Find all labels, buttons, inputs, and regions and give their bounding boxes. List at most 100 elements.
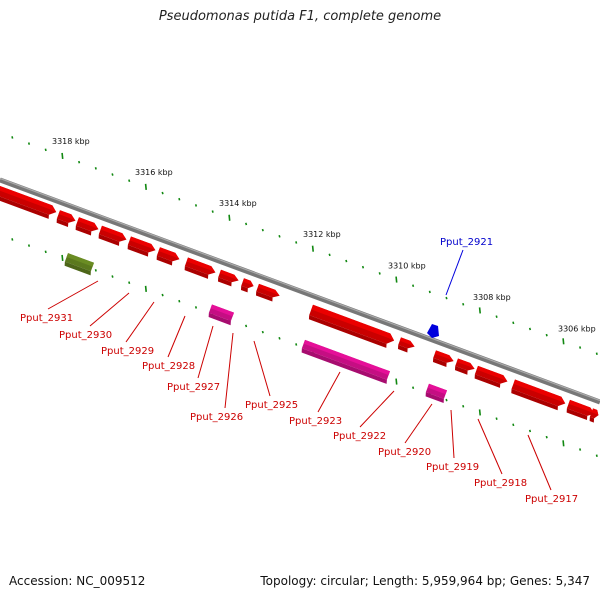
gene-feature[interactable] <box>183 257 217 281</box>
gene-label-pput_2929[interactable]: Pput_2929 <box>101 346 154 357</box>
accession-text: Accession: NC_009512 <box>9 574 146 588</box>
gene-feature[interactable] <box>473 365 509 390</box>
pseudogene-feature[interactable] <box>63 253 95 276</box>
rna-feature[interactable] <box>300 339 391 384</box>
scale-label: 3306 kbp <box>558 324 596 333</box>
leader-line <box>317 371 341 413</box>
gene-label-pput_2926[interactable]: Pput_2926 <box>190 412 243 423</box>
genome-backbone <box>0 177 600 405</box>
scale-tick <box>528 327 532 331</box>
gene-feature[interactable] <box>432 350 455 368</box>
scale-tick <box>378 272 381 275</box>
map-title: Pseudomonas putida F1, complete genome <box>158 9 442 24</box>
scale-tick <box>478 409 481 416</box>
scale-tick <box>27 244 31 247</box>
gene-features <box>0 186 600 423</box>
scale-tick <box>245 222 248 226</box>
gene-label-pput_2917[interactable]: Pput_2917 <box>525 494 578 505</box>
gene-label-pput_2928[interactable]: Pput_2928 <box>142 361 195 372</box>
scale-tick <box>595 352 598 356</box>
scale-tick <box>27 142 31 145</box>
leader-line <box>359 390 395 428</box>
scale-tick <box>78 160 81 164</box>
scale-tick <box>128 179 131 183</box>
gene-feature[interactable] <box>397 337 416 354</box>
scale-tick <box>395 378 398 385</box>
gene-feature[interactable] <box>588 408 600 423</box>
scale-tick <box>144 285 147 292</box>
scale-tick <box>512 321 515 325</box>
scale-tick <box>428 290 431 294</box>
scale-tick <box>512 423 515 427</box>
gene-feature[interactable] <box>240 278 255 293</box>
scale-tick <box>194 204 198 207</box>
scale-tick <box>345 259 348 263</box>
scale-tick <box>94 269 97 272</box>
scale-tick <box>61 254 64 262</box>
gene-feature[interactable] <box>126 236 157 258</box>
scale-tick <box>128 281 131 285</box>
scale-tick <box>395 276 398 283</box>
scale-tick <box>111 173 114 176</box>
leader-line <box>445 249 464 296</box>
scale-tick <box>11 238 14 241</box>
rna-feature[interactable] <box>424 383 448 403</box>
leader-line <box>527 434 552 491</box>
scale-label: 3316 kbp <box>135 168 173 177</box>
gene-label-pput_2930[interactable]: Pput_2930 <box>59 330 112 341</box>
outer-scale-ticks <box>11 136 598 356</box>
gene-label-pput_2925[interactable]: Pput_2925 <box>245 400 298 411</box>
scale-tick <box>44 148 47 152</box>
gene-feature[interactable] <box>565 399 596 422</box>
gene-feature[interactable] <box>217 269 240 288</box>
scale-tick <box>545 435 548 439</box>
backbone-line <box>0 177 600 405</box>
leader-line <box>47 280 99 310</box>
leader-line <box>404 403 433 444</box>
gene-feature[interactable] <box>155 247 181 267</box>
gene-feature[interactable] <box>55 210 77 228</box>
gene-label-pput_2919[interactable]: Pput_2919 <box>426 462 479 473</box>
highlighted-gene-feature[interactable] <box>427 324 439 338</box>
scale-tick <box>194 306 198 309</box>
gene-feature[interactable] <box>510 379 567 412</box>
scale-tick <box>261 228 264 232</box>
scale-tick <box>495 315 498 318</box>
gene-label-pput_2931[interactable]: Pput_2931 <box>20 313 73 324</box>
scale-tick <box>261 330 264 334</box>
scale-label: 3310 kbp <box>388 262 426 271</box>
gene-labels: Pput_2931 Pput_2930 Pput_2929 Pput_2928 Pput… <box>20 237 578 505</box>
gene-feature[interactable] <box>255 283 281 303</box>
scale-tick <box>361 265 365 269</box>
gene-feature[interactable] <box>0 186 58 221</box>
gene-feature[interactable] <box>74 217 100 237</box>
scale-tick <box>111 275 114 278</box>
scale-tick <box>161 293 164 297</box>
scale-tick <box>278 336 281 340</box>
gene-feature[interactable] <box>97 225 128 248</box>
gene-label-pput_2927[interactable]: Pput_2927 <box>167 382 220 393</box>
scale-tick <box>295 241 298 244</box>
gene-label-pput_2923[interactable]: Pput_2923 <box>289 416 342 427</box>
gene-label-pput_2922[interactable]: Pput_2922 <box>333 431 386 442</box>
gene-label-pput_2921[interactable]: Pput_2921 <box>440 237 493 248</box>
scale-tick <box>311 245 314 252</box>
scale-tick <box>44 250 47 254</box>
scale-tick <box>178 197 181 201</box>
scale-tick <box>562 338 565 345</box>
scale-tick <box>278 234 281 238</box>
scale-tick <box>595 454 598 458</box>
scale-tick <box>445 296 448 300</box>
gene-feature[interactable] <box>308 304 396 350</box>
scale-tick <box>445 398 448 402</box>
leader-line <box>197 325 214 379</box>
gene-label-pput_2918[interactable]: Pput_2918 <box>474 478 527 489</box>
scale-labels: 3318 kbp 3316 kbp 3314 kbp 3312 kbp 3310 kbp… <box>52 137 596 333</box>
gene-label-pput_2920[interactable]: Pput_2920 <box>378 447 431 458</box>
gene-feature[interactable] <box>454 358 476 376</box>
leader-line <box>167 315 186 358</box>
scale-tick <box>462 302 465 306</box>
scale-tick <box>228 214 231 221</box>
rna-feature[interactable] <box>207 304 235 326</box>
